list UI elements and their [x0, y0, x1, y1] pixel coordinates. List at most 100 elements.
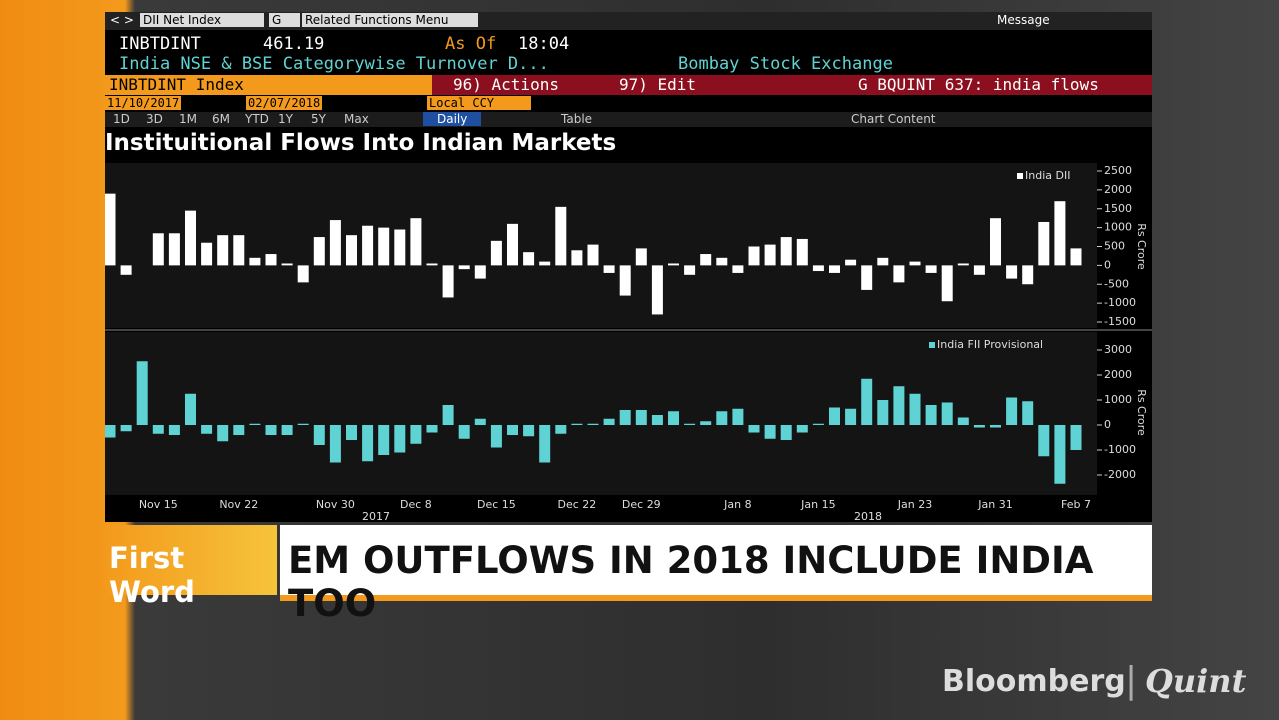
- x-tick-label: Jan 31: [977, 498, 1012, 511]
- tag: First Word: [109, 541, 195, 609]
- period[interactable]: 3D: [146, 112, 163, 126]
- bar: [152, 425, 164, 434]
- x-tick-label: Dec 22: [558, 498, 597, 511]
- x-tick-label: Dec 29: [622, 498, 661, 511]
- bar: [265, 425, 277, 435]
- bar: [539, 425, 551, 463]
- bar: [941, 265, 953, 302]
- bar: [346, 425, 357, 440]
- bar: [297, 265, 309, 283]
- y-tick-label: 0: [1104, 418, 1111, 431]
- x-tick-label: Nov 30: [316, 498, 355, 511]
- bar: [700, 421, 712, 425]
- legend-label: India FII Provisional: [937, 338, 1043, 351]
- bar: [555, 206, 567, 266]
- bar: [845, 408, 857, 425]
- bar: [619, 265, 631, 296]
- period[interactable]: 1Y: [278, 112, 293, 126]
- y-tick-label: 3000: [1104, 343, 1132, 356]
- bar: [812, 423, 824, 425]
- x-year-label: 2017: [362, 510, 390, 522]
- bar: [329, 425, 341, 463]
- bar: [458, 265, 470, 270]
- bar: [764, 425, 776, 439]
- bar: [249, 257, 261, 266]
- edit[interactable]: 97) Edit: [619, 75, 697, 94]
- period[interactable]: 1M: [179, 112, 197, 126]
- menu[interactable]: Related Functions Menu: [302, 13, 478, 27]
- key-field[interactable]: G: [269, 13, 300, 27]
- end-date[interactable]: 02/07/2018: [246, 96, 323, 110]
- bar: [523, 425, 535, 437]
- bar: [909, 393, 921, 425]
- bar: [1038, 425, 1050, 457]
- bar: [796, 238, 808, 266]
- bar: [812, 265, 824, 272]
- period[interactable]: Max: [344, 112, 369, 126]
- bar: [957, 263, 969, 266]
- x-tick-label: Nov 22: [219, 498, 258, 511]
- bar: [120, 425, 132, 432]
- period[interactable]: YTD: [245, 112, 269, 126]
- bar: [635, 410, 647, 425]
- start-date[interactable]: 11/10/2017: [105, 96, 182, 110]
- bar: [378, 425, 390, 455]
- period[interactable]: 1D: [113, 112, 130, 126]
- bar: [668, 411, 679, 425]
- bar: [716, 257, 728, 266]
- y-axis-label: Rs Crore: [1135, 223, 1148, 270]
- bar: [829, 265, 840, 273]
- y-tick-label: -1500: [1104, 315, 1136, 328]
- bar: [845, 259, 857, 266]
- bar: [281, 263, 293, 266]
- bar: [281, 425, 293, 435]
- bar: [990, 425, 1001, 428]
- chart-content[interactable]: Chart Content: [851, 112, 936, 126]
- plot-area: [105, 163, 1097, 328]
- security-field[interactable]: DII Net Index: [140, 13, 264, 27]
- period[interactable]: 5Y: [311, 112, 326, 126]
- bar: [313, 425, 325, 445]
- bar: [233, 425, 245, 435]
- bar: [973, 265, 985, 275]
- period[interactable]: 6M: [212, 112, 230, 126]
- bar: [394, 425, 406, 453]
- x-tick-label: Dec 8: [400, 498, 432, 511]
- bar: [748, 425, 760, 433]
- frequency[interactable]: Daily: [423, 112, 482, 126]
- logo-sep: |: [1125, 660, 1138, 701]
- bar: [909, 261, 921, 266]
- bar: [748, 246, 760, 266]
- bar: [507, 223, 518, 266]
- bar: [346, 235, 357, 266]
- bar: [555, 425, 567, 434]
- logo-left: Bloomberg: [942, 664, 1126, 699]
- y-tick-label: -1000: [1104, 443, 1136, 456]
- bar: [523, 252, 535, 266]
- bar: [619, 410, 631, 425]
- bar: [185, 393, 196, 425]
- bar: [168, 233, 180, 266]
- bar: [780, 237, 792, 266]
- bar: [233, 235, 245, 266]
- legend-label: India DII: [1025, 169, 1070, 182]
- logo-right: Quint: [1145, 662, 1247, 700]
- bar: [265, 254, 277, 266]
- tag-box: First Word: [105, 525, 277, 609]
- action-bar: INBTDINT Index 96) Actions 97) Edit G BQ…: [105, 75, 1152, 95]
- table[interactable]: Table: [561, 112, 593, 126]
- bar: [185, 210, 196, 266]
- bar: [201, 242, 213, 266]
- bar: [410, 425, 422, 444]
- bar: [587, 423, 599, 425]
- y-tick-label: 1000: [1104, 393, 1132, 406]
- bar: [1022, 401, 1034, 425]
- as-of: As Of: [445, 34, 497, 54]
- bar: [877, 257, 889, 266]
- message[interactable]: Message: [997, 13, 1050, 27]
- nav[interactable]: < >: [110, 13, 134, 27]
- currency[interactable]: Local CCY: [427, 96, 531, 110]
- bar: [249, 423, 261, 425]
- bar: [732, 265, 744, 273]
- actions[interactable]: 96) Actions: [453, 75, 559, 94]
